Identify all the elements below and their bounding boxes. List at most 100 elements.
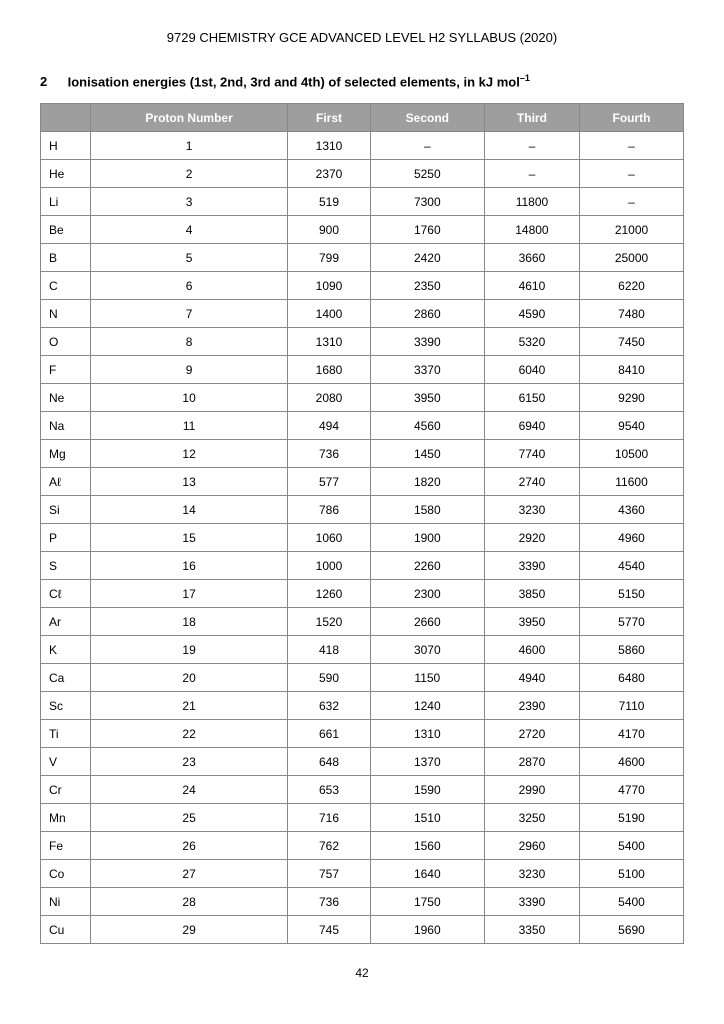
cell-value: 736 bbox=[288, 888, 371, 916]
cell-value: 5100 bbox=[580, 860, 684, 888]
cell-value: – bbox=[580, 160, 684, 188]
cell-value: 1820 bbox=[370, 468, 484, 496]
table-row: Sc21632124023907110 bbox=[41, 692, 684, 720]
table-row: H11310––– bbox=[41, 132, 684, 160]
cell-value: 4 bbox=[91, 216, 288, 244]
cell-value: 1590 bbox=[370, 776, 484, 804]
cell-element: Be bbox=[41, 216, 91, 244]
cell-value: 16 bbox=[91, 552, 288, 580]
table-row: Ca20590115049406480 bbox=[41, 664, 684, 692]
cell-value: 6 bbox=[91, 272, 288, 300]
cell-value: 7300 bbox=[370, 188, 484, 216]
page-header: 9729 CHEMISTRY GCE ADVANCED LEVEL H2 SYL… bbox=[40, 30, 684, 45]
cell-value: 5150 bbox=[580, 580, 684, 608]
cell-value: 6040 bbox=[484, 356, 579, 384]
cell-value: 736 bbox=[288, 440, 371, 468]
cell-value: 3230 bbox=[484, 496, 579, 524]
cell-value: 5320 bbox=[484, 328, 579, 356]
cell-value: 4170 bbox=[580, 720, 684, 748]
table-row: Ti22661131027204170 bbox=[41, 720, 684, 748]
cell-value: 7480 bbox=[580, 300, 684, 328]
cell-value: 2860 bbox=[370, 300, 484, 328]
cell-value: 3070 bbox=[370, 636, 484, 664]
table-row: Li3519730011800– bbox=[41, 188, 684, 216]
cell-value: 2390 bbox=[484, 692, 579, 720]
cell-value: 1520 bbox=[288, 608, 371, 636]
cell-value: 3950 bbox=[370, 384, 484, 412]
cell-value: 1310 bbox=[288, 328, 371, 356]
cell-value: 1510 bbox=[370, 804, 484, 832]
cell-value: 5400 bbox=[580, 832, 684, 860]
cell-value: 2260 bbox=[370, 552, 484, 580]
cell-value: 29 bbox=[91, 916, 288, 944]
cell-value: 6150 bbox=[484, 384, 579, 412]
table-row: Be490017601480021000 bbox=[41, 216, 684, 244]
section-title-text: Ionisation energies (1st, 2nd, 3rd and 4… bbox=[68, 74, 520, 89]
table-row: Ni28736175033905400 bbox=[41, 888, 684, 916]
cell-element: Ca bbox=[41, 664, 91, 692]
table-row: C61090235046106220 bbox=[41, 272, 684, 300]
table-row: N71400286045907480 bbox=[41, 300, 684, 328]
cell-value: 799 bbox=[288, 244, 371, 272]
cell-value: 13 bbox=[91, 468, 288, 496]
cell-value: 21000 bbox=[580, 216, 684, 244]
cell-value: 900 bbox=[288, 216, 371, 244]
cell-value: 1450 bbox=[370, 440, 484, 468]
cell-value: 12 bbox=[91, 440, 288, 468]
cell-value: 1960 bbox=[370, 916, 484, 944]
cell-element: O bbox=[41, 328, 91, 356]
cell-value: 1260 bbox=[288, 580, 371, 608]
cell-value: 1760 bbox=[370, 216, 484, 244]
table-row: Cℓ171260230038505150 bbox=[41, 580, 684, 608]
cell-element: Cr bbox=[41, 776, 91, 804]
table-row: V23648137028704600 bbox=[41, 748, 684, 776]
cell-value: 5190 bbox=[580, 804, 684, 832]
table-row: He223705250–– bbox=[41, 160, 684, 188]
cell-element: B bbox=[41, 244, 91, 272]
cell-value: 2 bbox=[91, 160, 288, 188]
cell-value: 5690 bbox=[580, 916, 684, 944]
cell-value: 14 bbox=[91, 496, 288, 524]
section-title-sup: –1 bbox=[520, 73, 530, 83]
cell-value: 577 bbox=[288, 468, 371, 496]
cell-value: 632 bbox=[288, 692, 371, 720]
cell-value: 1750 bbox=[370, 888, 484, 916]
cell-value: 9290 bbox=[580, 384, 684, 412]
cell-element: He bbox=[41, 160, 91, 188]
cell-value: 17 bbox=[91, 580, 288, 608]
cell-value: 6220 bbox=[580, 272, 684, 300]
cell-value: 2920 bbox=[484, 524, 579, 552]
cell-value: 4600 bbox=[580, 748, 684, 776]
table-row: Co27757164032305100 bbox=[41, 860, 684, 888]
cell-value: 20 bbox=[91, 664, 288, 692]
cell-element: Mg bbox=[41, 440, 91, 468]
table-row: B57992420366025000 bbox=[41, 244, 684, 272]
cell-element: Li bbox=[41, 188, 91, 216]
cell-element: Na bbox=[41, 412, 91, 440]
cell-value: 1090 bbox=[288, 272, 371, 300]
cell-value: 6480 bbox=[580, 664, 684, 692]
cell-value: 5 bbox=[91, 244, 288, 272]
cell-value: 1000 bbox=[288, 552, 371, 580]
cell-value: 19 bbox=[91, 636, 288, 664]
section-number: 2 bbox=[40, 74, 64, 89]
cell-element: Ne bbox=[41, 384, 91, 412]
cell-value: 762 bbox=[288, 832, 371, 860]
cell-element: Mn bbox=[41, 804, 91, 832]
cell-value: 9540 bbox=[580, 412, 684, 440]
cell-element: H bbox=[41, 132, 91, 160]
cell-value: 5860 bbox=[580, 636, 684, 664]
cell-value: 4590 bbox=[484, 300, 579, 328]
cell-value: 786 bbox=[288, 496, 371, 524]
table-row: Fe26762156029605400 bbox=[41, 832, 684, 860]
cell-value: 26 bbox=[91, 832, 288, 860]
cell-value: 1 bbox=[91, 132, 288, 160]
cell-value: 2990 bbox=[484, 776, 579, 804]
cell-value: – bbox=[370, 132, 484, 160]
cell-element: P bbox=[41, 524, 91, 552]
cell-value: 2300 bbox=[370, 580, 484, 608]
table-row: Na11494456069409540 bbox=[41, 412, 684, 440]
cell-element: V bbox=[41, 748, 91, 776]
cell-value: 2420 bbox=[370, 244, 484, 272]
cell-value: 7 bbox=[91, 300, 288, 328]
